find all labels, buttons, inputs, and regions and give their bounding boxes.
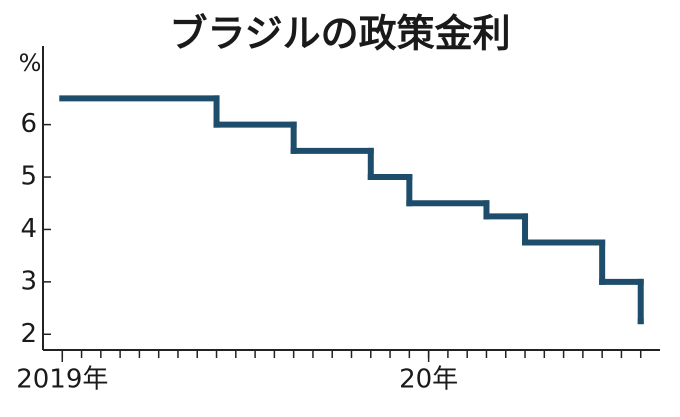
y-tick-label: 4 [20, 214, 37, 244]
y-tick-label: 6 [20, 109, 37, 139]
y-tick-label: 5 [20, 162, 37, 192]
y-tick-label: 2 [20, 319, 37, 349]
x-tick-label: 2019年 [16, 365, 108, 395]
y-tick-label: 3 [20, 266, 37, 296]
x-tick-label: 20年 [399, 365, 458, 395]
y-unit-label: % [19, 49, 42, 77]
chart-title: ブラジルの政策金利 [169, 12, 510, 56]
